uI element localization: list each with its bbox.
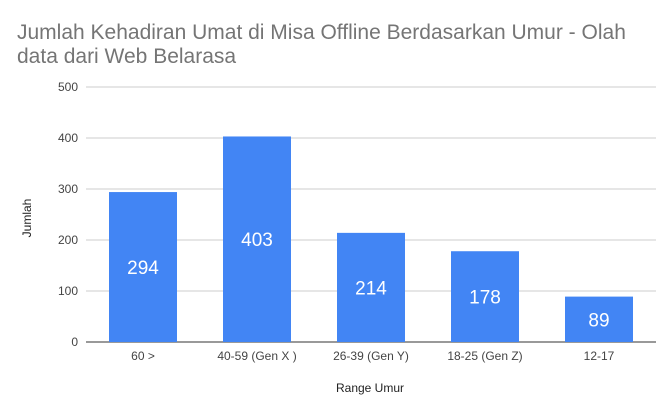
x-tick-label: 12-17: [584, 349, 615, 363]
bar: [451, 251, 519, 342]
y-tick-label: 100: [58, 284, 78, 298]
x-tick-label: 60 >: [131, 349, 155, 363]
bar-value-label: 89: [588, 310, 609, 331]
bar-value-label: 178: [469, 288, 501, 309]
x-axis-label: Range Umur: [336, 381, 404, 395]
y-tick-label: 200: [58, 233, 78, 247]
bar: [223, 136, 291, 342]
bar-value-label: 294: [127, 258, 159, 279]
x-tick-label: 26-39 (Gen Y): [333, 349, 409, 363]
y-tick-label: 500: [58, 80, 78, 94]
y-tick-label: 400: [58, 131, 78, 145]
bar: [565, 296, 633, 342]
y-tick-label: 0: [71, 335, 78, 349]
chart-title: Jumlah Kehadiran Umat di Misa Offline Be…: [17, 21, 626, 68]
bar: [109, 192, 177, 342]
x-tick-label: 40-59 (Gen X ): [217, 349, 296, 363]
y-tick-label: 300: [58, 182, 78, 196]
y-axis-label: Jumlah: [20, 199, 34, 238]
bar-value-label: 403: [241, 230, 273, 251]
bar: [337, 232, 405, 342]
bar-value-label: 214: [355, 278, 387, 299]
x-tick-label: 18-25 (Gen Z): [447, 349, 522, 363]
